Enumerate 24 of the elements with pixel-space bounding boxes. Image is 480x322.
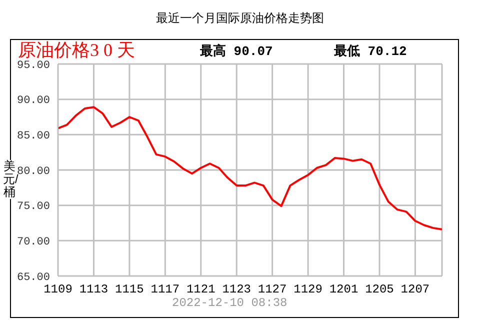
- x-tick-label: 1109: [44, 282, 72, 297]
- y-tick-label: 95.00: [16, 60, 50, 72]
- x-tick-label: 1201: [329, 282, 358, 297]
- x-tick-label: 1127: [258, 282, 287, 297]
- text: 最高 90.07: [200, 42, 273, 60]
- y-axis-title: 美元/桶: [3, 159, 18, 199]
- y-tick-label: 65.00: [16, 272, 50, 284]
- x-tick-label: 1129: [294, 282, 322, 297]
- y-tick-label: 90.00: [16, 95, 50, 108]
- y-tick-label: 85.00: [16, 130, 50, 143]
- line-series: [58, 106, 442, 230]
- text: 最低 70.12: [334, 43, 407, 60]
- chart-title: 最近一个月国际原油价格走势图: [155, 10, 325, 27]
- x-tick-label: 1113: [79, 282, 108, 297]
- x-tick-label: 1123: [222, 282, 252, 297]
- text: 2022-12-10 08:38: [172, 296, 288, 310]
- x-tick-label: 1207: [400, 282, 430, 297]
- x-tick-label: 1115: [115, 282, 144, 297]
- y-tick-label: 70.00: [16, 236, 50, 249]
- x-tick-label: 1121: [186, 282, 216, 297]
- text: 原油价格3 0 天: [18, 39, 135, 60]
- y-tick-label: 75.00: [16, 201, 50, 214]
- x-tick-label: 1205: [365, 282, 394, 297]
- x-tick-label: 1117: [150, 282, 180, 297]
